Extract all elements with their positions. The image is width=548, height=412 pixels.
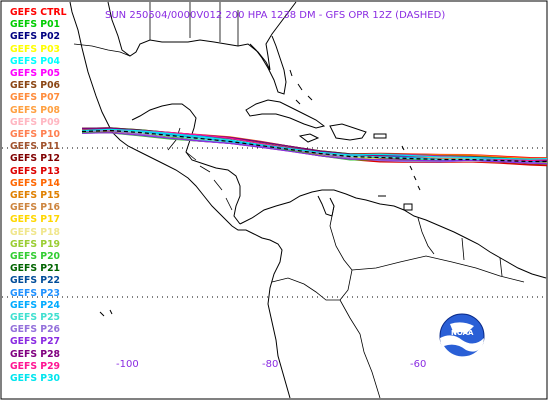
jamaica-island <box>298 133 320 143</box>
latitude-gridlines <box>2 147 546 298</box>
legend-item: GEFS P19 <box>10 238 61 250</box>
suriname-guiana-border <box>499 257 503 277</box>
colombia-venezuela-border <box>329 205 353 271</box>
legend-item: GEFS P27 <box>10 336 61 348</box>
legend-item: GEFS P07 <box>10 92 61 104</box>
legend-item: GEFS P04 <box>10 55 61 67</box>
colombia-brazil-border <box>339 269 353 301</box>
bahamas-islands <box>289 69 313 105</box>
legend-item: GEFS CTRL <box>10 7 67 18</box>
legend-item: GEFS P01 <box>10 19 61 31</box>
legend-item: GEFS P15 <box>10 190 61 202</box>
cuba-island <box>245 99 326 129</box>
legend-item: GEFS P28 <box>10 348 61 360</box>
operational-dashed-contour <box>81 129 547 163</box>
longitude-label: -100 <box>116 359 139 370</box>
legend-item: GEFS P30 <box>10 373 61 385</box>
legend-item: GEFS P06 <box>10 80 61 92</box>
trinidad-island <box>403 203 413 211</box>
map-title: SUN 250504/0000V012 200 HPA 1238 DM - GF… <box>105 10 446 21</box>
us-canada-style-grid <box>149 2 239 46</box>
legend-item: GEFS P29 <box>10 360 61 372</box>
contour-line <box>81 128 548 160</box>
florida-coastline <box>249 35 287 95</box>
longitude-label: -80 <box>262 359 279 370</box>
legend-item: GEFS P23 <box>10 287 61 299</box>
west-coastline <box>69 1 291 399</box>
legend-item: GEFS P25 <box>10 312 61 324</box>
contour-line <box>81 132 548 165</box>
legend-item: GEFS P18 <box>10 226 61 238</box>
legend-item: GEFS P22 <box>10 275 61 287</box>
legend-item: GEFS P21 <box>10 263 61 275</box>
legend-item: GEFS P16 <box>10 202 61 214</box>
peru-brazil-border <box>339 299 381 399</box>
legend-item: GEFS P24 <box>10 299 61 311</box>
legend: GEFS CTRL GEFS P01 GEFS P02 GEFS P03 GEFS P0… <box>10 7 67 385</box>
guyana-suriname-border <box>461 237 465 261</box>
galapagos-islands <box>99 309 113 317</box>
legend-item: GEFS P08 <box>10 104 61 116</box>
hispaniola-island <box>329 123 367 141</box>
venezuela-guyana-border <box>417 217 435 255</box>
longitude-label: -60 <box>410 359 427 370</box>
legend-item: GEFS P26 <box>10 324 61 336</box>
lake-maracaibo <box>317 195 335 217</box>
legend-item: GEFS P17 <box>10 214 61 226</box>
brazil-border <box>351 255 525 283</box>
south-america-north-coast <box>239 189 547 279</box>
yucatan-coastline <box>131 103 241 225</box>
political-borders <box>73 2 525 399</box>
legend-item: GEFS P11 <box>10 141 61 153</box>
us-mexico-border <box>73 43 131 57</box>
legend-item: GEFS P13 <box>10 165 61 177</box>
ensemble-contours <box>81 127 548 167</box>
legend-item: GEFS P03 <box>10 43 61 55</box>
puerto-rico-island <box>373 133 387 139</box>
colombia-ecuador-peru-border <box>271 277 340 301</box>
map-border <box>0 0 548 400</box>
legend-item: GEFS P10 <box>10 129 61 141</box>
gulf-coastline <box>107 1 297 71</box>
legend-item: GEFS P12 <box>10 153 61 165</box>
noaa-logo-icon <box>439 313 485 360</box>
central-america-borders <box>185 151 233 211</box>
legend-item: GEFS P09 <box>10 116 61 128</box>
lesser-antilles <box>401 145 421 191</box>
legend-item: GEFS P02 <box>10 31 61 43</box>
legend-item: GEFS P20 <box>10 251 61 263</box>
legend-item: GEFS P05 <box>10 68 61 80</box>
noaa-logo-label: NOAA <box>451 329 474 337</box>
legend-item: GEFS P14 <box>10 177 61 189</box>
